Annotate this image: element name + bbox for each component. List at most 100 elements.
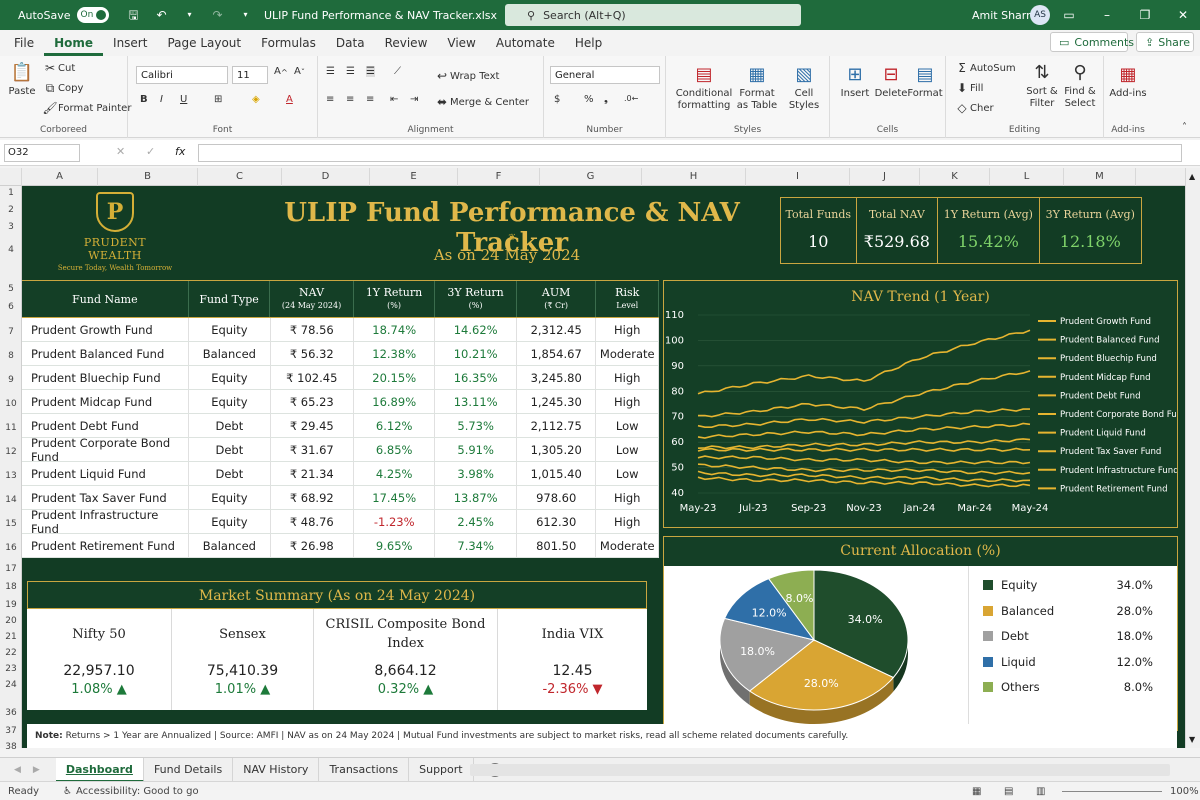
- search-box[interactable]: ⚲ Search (Alt+Q): [505, 4, 801, 26]
- table-cell[interactable]: ₹ 102.45: [271, 366, 354, 389]
- format-cells-button[interactable]: ▤ Format: [907, 62, 942, 99]
- menu-formulas[interactable]: Formulas: [261, 36, 316, 50]
- row-header[interactable]: 14: [5, 495, 17, 505]
- paste-button[interactable]: 📋 Paste: [8, 60, 36, 97]
- undo-icon[interactable]: ↶: [156, 8, 167, 22]
- col-header[interactable]: M: [1064, 168, 1136, 186]
- row-header[interactable]: 1: [8, 188, 14, 198]
- table-cell[interactable]: ₹ 68.92: [271, 486, 354, 509]
- table-cell[interactable]: Prudent Balanced Fund: [22, 342, 190, 365]
- table-cell[interactable]: ₹ 56.32: [271, 342, 354, 365]
- number-format-select[interactable]: General: [550, 66, 660, 84]
- table-cell[interactable]: 14.62%: [435, 318, 517, 341]
- table-cell[interactable]: 6.85%: [354, 438, 436, 461]
- tab-fund-details[interactable]: Fund Details: [144, 757, 234, 782]
- menu-home[interactable]: Home: [44, 30, 104, 56]
- col-header[interactable]: G: [540, 168, 642, 186]
- row-header[interactable]: 36: [5, 708, 17, 718]
- enter-icon[interactable]: ✓: [146, 145, 156, 158]
- menu-insert[interactable]: Insert: [113, 36, 148, 50]
- row-header[interactable]: 6: [8, 302, 14, 312]
- table-cell[interactable]: 4.25%: [354, 462, 436, 485]
- table-cell[interactable]: Prudent Infrastructure Fund: [22, 508, 190, 536]
- row-header[interactable]: 23: [5, 664, 17, 674]
- table-cell[interactable]: ₹ 26.98: [271, 534, 354, 557]
- row-header[interactable]: 2: [8, 205, 14, 215]
- table-cell[interactable]: 5.73%: [435, 414, 517, 437]
- clear-button[interactable]: ◇ Cher: [954, 100, 993, 116]
- table-row[interactable]: Prudent Corporate Bond Fund Debt ₹ 31.67 6.…: [22, 436, 660, 464]
- row-header[interactable]: 5: [8, 284, 14, 294]
- col-header[interactable]: E: [370, 168, 458, 186]
- table-cell[interactable]: ₹ 65.23: [271, 390, 354, 413]
- tab-nav-history[interactable]: NAV History: [233, 757, 320, 782]
- table-cell[interactable]: 12.38%: [354, 342, 436, 365]
- italic-icon[interactable]: I: [160, 94, 163, 105]
- table-row[interactable]: Prudent Infrastructure Fund Equity ₹ 48.76…: [22, 508, 660, 536]
- table-cell[interactable]: 13.87%: [435, 486, 517, 509]
- menu-data[interactable]: Data: [335, 36, 365, 50]
- zoom-level[interactable]: 100%: [1170, 785, 1199, 797]
- cut-button[interactable]: ✂ Cut: [42, 60, 75, 76]
- table-row[interactable]: Prudent Retirement Fund Balanced ₹ 26.98 9.…: [22, 534, 660, 558]
- cancel-icon[interactable]: ✕: [116, 145, 126, 158]
- row-header[interactable]: 12: [5, 447, 17, 457]
- row-header[interactable]: 11: [5, 423, 17, 433]
- menu-automate[interactable]: Automate: [495, 36, 555, 50]
- table-cell[interactable]: 1,305.20: [517, 438, 597, 461]
- menu-page-layout[interactable]: Page Layout: [167, 36, 242, 50]
- row-header[interactable]: 10: [5, 399, 17, 409]
- table-cell[interactable]: Debt: [189, 462, 271, 485]
- underline-icon[interactable]: U: [180, 94, 188, 105]
- table-cell[interactable]: Low: [596, 414, 660, 437]
- align-top-icon[interactable]: ☰: [326, 66, 335, 77]
- font-color-icon[interactable]: A: [286, 94, 293, 105]
- row-header[interactable]: 4: [8, 245, 14, 255]
- col-header[interactable]: C: [198, 168, 282, 186]
- table-cell[interactable]: 9.65%: [354, 534, 436, 557]
- align-center-icon[interactable]: ≡: [346, 94, 355, 105]
- table-cell[interactable]: Equity: [189, 486, 271, 509]
- restore-icon[interactable]: ❐: [1139, 8, 1151, 22]
- table-cell[interactable]: 2,312.45: [517, 318, 597, 341]
- align-right-icon[interactable]: ≡: [366, 94, 375, 105]
- grow-font-icon[interactable]: A ^: [274, 66, 288, 77]
- table-row[interactable]: Prudent Tax Saver Fund Equity ₹ 68.92 17.45…: [22, 486, 660, 510]
- scroll-up-icon[interactable]: ▲: [1189, 172, 1196, 181]
- table-cell[interactable]: Equity: [189, 390, 271, 413]
- autosave[interactable]: AutoSave On: [18, 0, 109, 30]
- row-header[interactable]: 9: [8, 375, 14, 385]
- row-header[interactable]: 21: [5, 632, 17, 642]
- col-header[interactable]: F: [458, 168, 540, 186]
- find-select-button[interactable]: ⚲ Find & Select: [1062, 60, 1098, 110]
- table-cell[interactable]: ₹ 78.56: [271, 318, 354, 341]
- copy-button[interactable]: ⧉ Copy: [42, 80, 84, 96]
- accessibility-status[interactable]: Accessibility: Good to go: [76, 785, 199, 797]
- table-cell[interactable]: 10.21%: [435, 342, 517, 365]
- table-cell[interactable]: Prudent Tax Saver Fund: [22, 486, 190, 509]
- autosave-toggle[interactable]: On: [76, 7, 109, 23]
- menu-help[interactable]: Help: [574, 36, 603, 50]
- table-cell[interactable]: Moderate: [596, 342, 660, 365]
- table-cell[interactable]: ₹ 21.34: [271, 462, 354, 485]
- table-cell[interactable]: Equity: [189, 510, 271, 533]
- bold-icon[interactable]: B: [140, 94, 148, 105]
- row-header[interactable]: 8: [8, 351, 14, 361]
- table-cell[interactable]: 2,112.75: [517, 414, 597, 437]
- name-box[interactable]: O32: [4, 144, 80, 162]
- table-cell[interactable]: 16.35%: [435, 366, 517, 389]
- currency-icon[interactable]: $: [554, 94, 561, 105]
- row-header[interactable]: 18: [5, 582, 17, 592]
- table-cell[interactable]: Prudent Corporate Bond Fund: [22, 436, 190, 464]
- row-header[interactable]: 19: [5, 600, 17, 610]
- table-cell[interactable]: 13.11%: [435, 390, 517, 413]
- collapse-ribbon-icon[interactable]: ˄: [1182, 122, 1187, 133]
- table-cell[interactable]: Low: [596, 438, 660, 461]
- conditional-formatting-button[interactable]: ▤ Conditional formatting: [676, 62, 733, 112]
- tab-transactions[interactable]: Transactions: [319, 757, 410, 782]
- table-cell[interactable]: 3,245.80: [517, 366, 597, 389]
- table-cell[interactable]: 1,854.67: [517, 342, 597, 365]
- tab-support[interactable]: Support: [409, 757, 474, 782]
- table-cell[interactable]: 612.30: [517, 510, 597, 533]
- table-cell[interactable]: High: [596, 390, 660, 413]
